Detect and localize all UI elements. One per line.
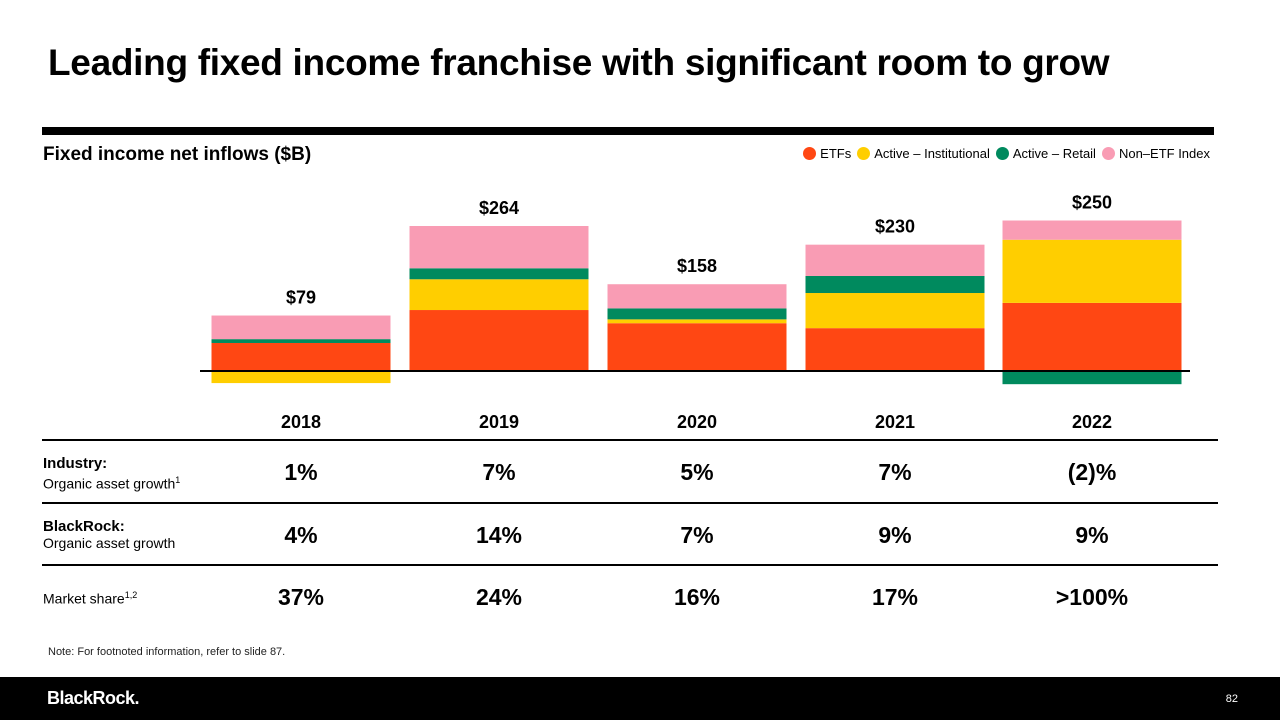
blackrock-logo: BlackRock.	[47, 688, 140, 708]
chart-legend: ETFs Active – Institutional Active – Retai…	[803, 146, 1210, 161]
legend-label: Active – Institutional	[874, 146, 990, 161]
legend-item: ETFs	[803, 146, 851, 161]
bar-segment-2022-2	[1002, 371, 1182, 385]
x-tick-label: 2018	[280, 412, 322, 432]
table-value: 9%	[878, 522, 912, 548]
bar-segment-2018-3	[211, 315, 391, 340]
bar-segment-2018-0	[211, 342, 391, 371]
bar-segment-2019-2	[409, 268, 589, 280]
divider	[42, 564, 1218, 566]
footer: BlackRock. 82	[0, 677, 1280, 720]
slide-title: Leading fixed income franchise with sign…	[48, 42, 1110, 83]
footnote: Note: For footnoted information, refer t…	[48, 646, 286, 658]
bar-total-label: $158	[677, 256, 717, 276]
row-label: BlackRock: Organic asset growth	[43, 518, 175, 552]
bar-segment-2019-1	[409, 279, 589, 311]
row-label-heading: Industry:	[43, 455, 108, 472]
legend-item: Active – Institutional	[857, 146, 990, 161]
footnote-marker: 1	[175, 475, 181, 485]
bar-segment-2020-2	[607, 308, 787, 320]
bar-segment-2020-1	[607, 319, 787, 324]
bar-segment-2022-0	[1002, 302, 1182, 371]
table-value: 4%	[284, 522, 318, 548]
divider	[42, 439, 1218, 441]
page-number: 82	[1225, 693, 1238, 705]
bar-segment-2018-1	[211, 371, 391, 384]
bar-total-label: $250	[1072, 193, 1112, 213]
legend-label: Non–ETF Index	[1118, 146, 1210, 161]
legend-dot-icon	[995, 147, 1009, 160]
table-value: 17%	[871, 584, 919, 610]
table-value: 24%	[475, 584, 523, 610]
legend-dot-icon	[1101, 147, 1115, 160]
bar-segment-2021-3	[805, 244, 985, 276]
bar-segment-2019-3	[409, 226, 589, 269]
table-value: (2)%	[1067, 459, 1117, 485]
bar-segment-2020-3	[607, 284, 787, 309]
legend-dot-icon	[857, 147, 871, 160]
legend-label: Active – Retail	[1012, 146, 1096, 161]
bar-segment-2022-1	[1002, 239, 1182, 303]
table-value: >100%	[1055, 584, 1129, 610]
row-label-text: Market share	[43, 590, 125, 607]
table-value: 1%	[284, 459, 318, 485]
bar-segment-2021-2	[805, 275, 985, 294]
bar-segment-2018-2	[211, 339, 391, 343]
row-label: Market share1,2	[43, 587, 137, 608]
legend-dot-icon	[803, 147, 817, 160]
footnote-marker: 1,2	[124, 590, 138, 600]
table-value: 9%	[1075, 522, 1109, 548]
row-label: Industry: Organic asset growth1	[43, 455, 180, 493]
bar-total-label: $230	[875, 217, 915, 237]
table-value: 7%	[680, 522, 714, 548]
row-label-heading: BlackRock:	[43, 518, 125, 535]
bar-segment-2021-1	[805, 293, 985, 329]
table-value: 5%	[680, 459, 714, 485]
bar-segment-2022-3	[1002, 220, 1182, 240]
legend-item: Active – Retail	[995, 146, 1096, 161]
legend-item: Non–ETF Index	[1101, 146, 1210, 161]
row-label-text: Organic asset growth	[43, 535, 176, 551]
table-value: 16%	[673, 584, 721, 610]
x-tick-label: 2020	[676, 412, 718, 432]
chart-title: Fixed income net inflows ($B)	[43, 144, 312, 165]
x-tick-label: 2021	[874, 412, 916, 432]
row-label-text: Organic asset growth	[43, 475, 176, 492]
title-rule	[42, 127, 1214, 135]
x-tick-label: 2019	[478, 412, 520, 432]
bar-total-label: $264	[479, 198, 519, 218]
divider	[42, 502, 1218, 504]
stacked-bar-chart: $79 $264 $158 $230 $250	[200, 193, 1190, 385]
table-value: 7%	[482, 459, 516, 485]
table-value: 37%	[277, 584, 325, 610]
bar-segment-2021-0	[805, 328, 985, 371]
legend-label: ETFs	[820, 146, 852, 161]
bar-total-label: $79	[286, 288, 316, 308]
bar-segment-2019-0	[409, 310, 589, 371]
bar-segment-2020-0	[607, 323, 787, 371]
x-tick-label: 2022	[1071, 412, 1113, 432]
table-value: 7%	[878, 459, 912, 485]
table-value: 14%	[475, 522, 523, 548]
